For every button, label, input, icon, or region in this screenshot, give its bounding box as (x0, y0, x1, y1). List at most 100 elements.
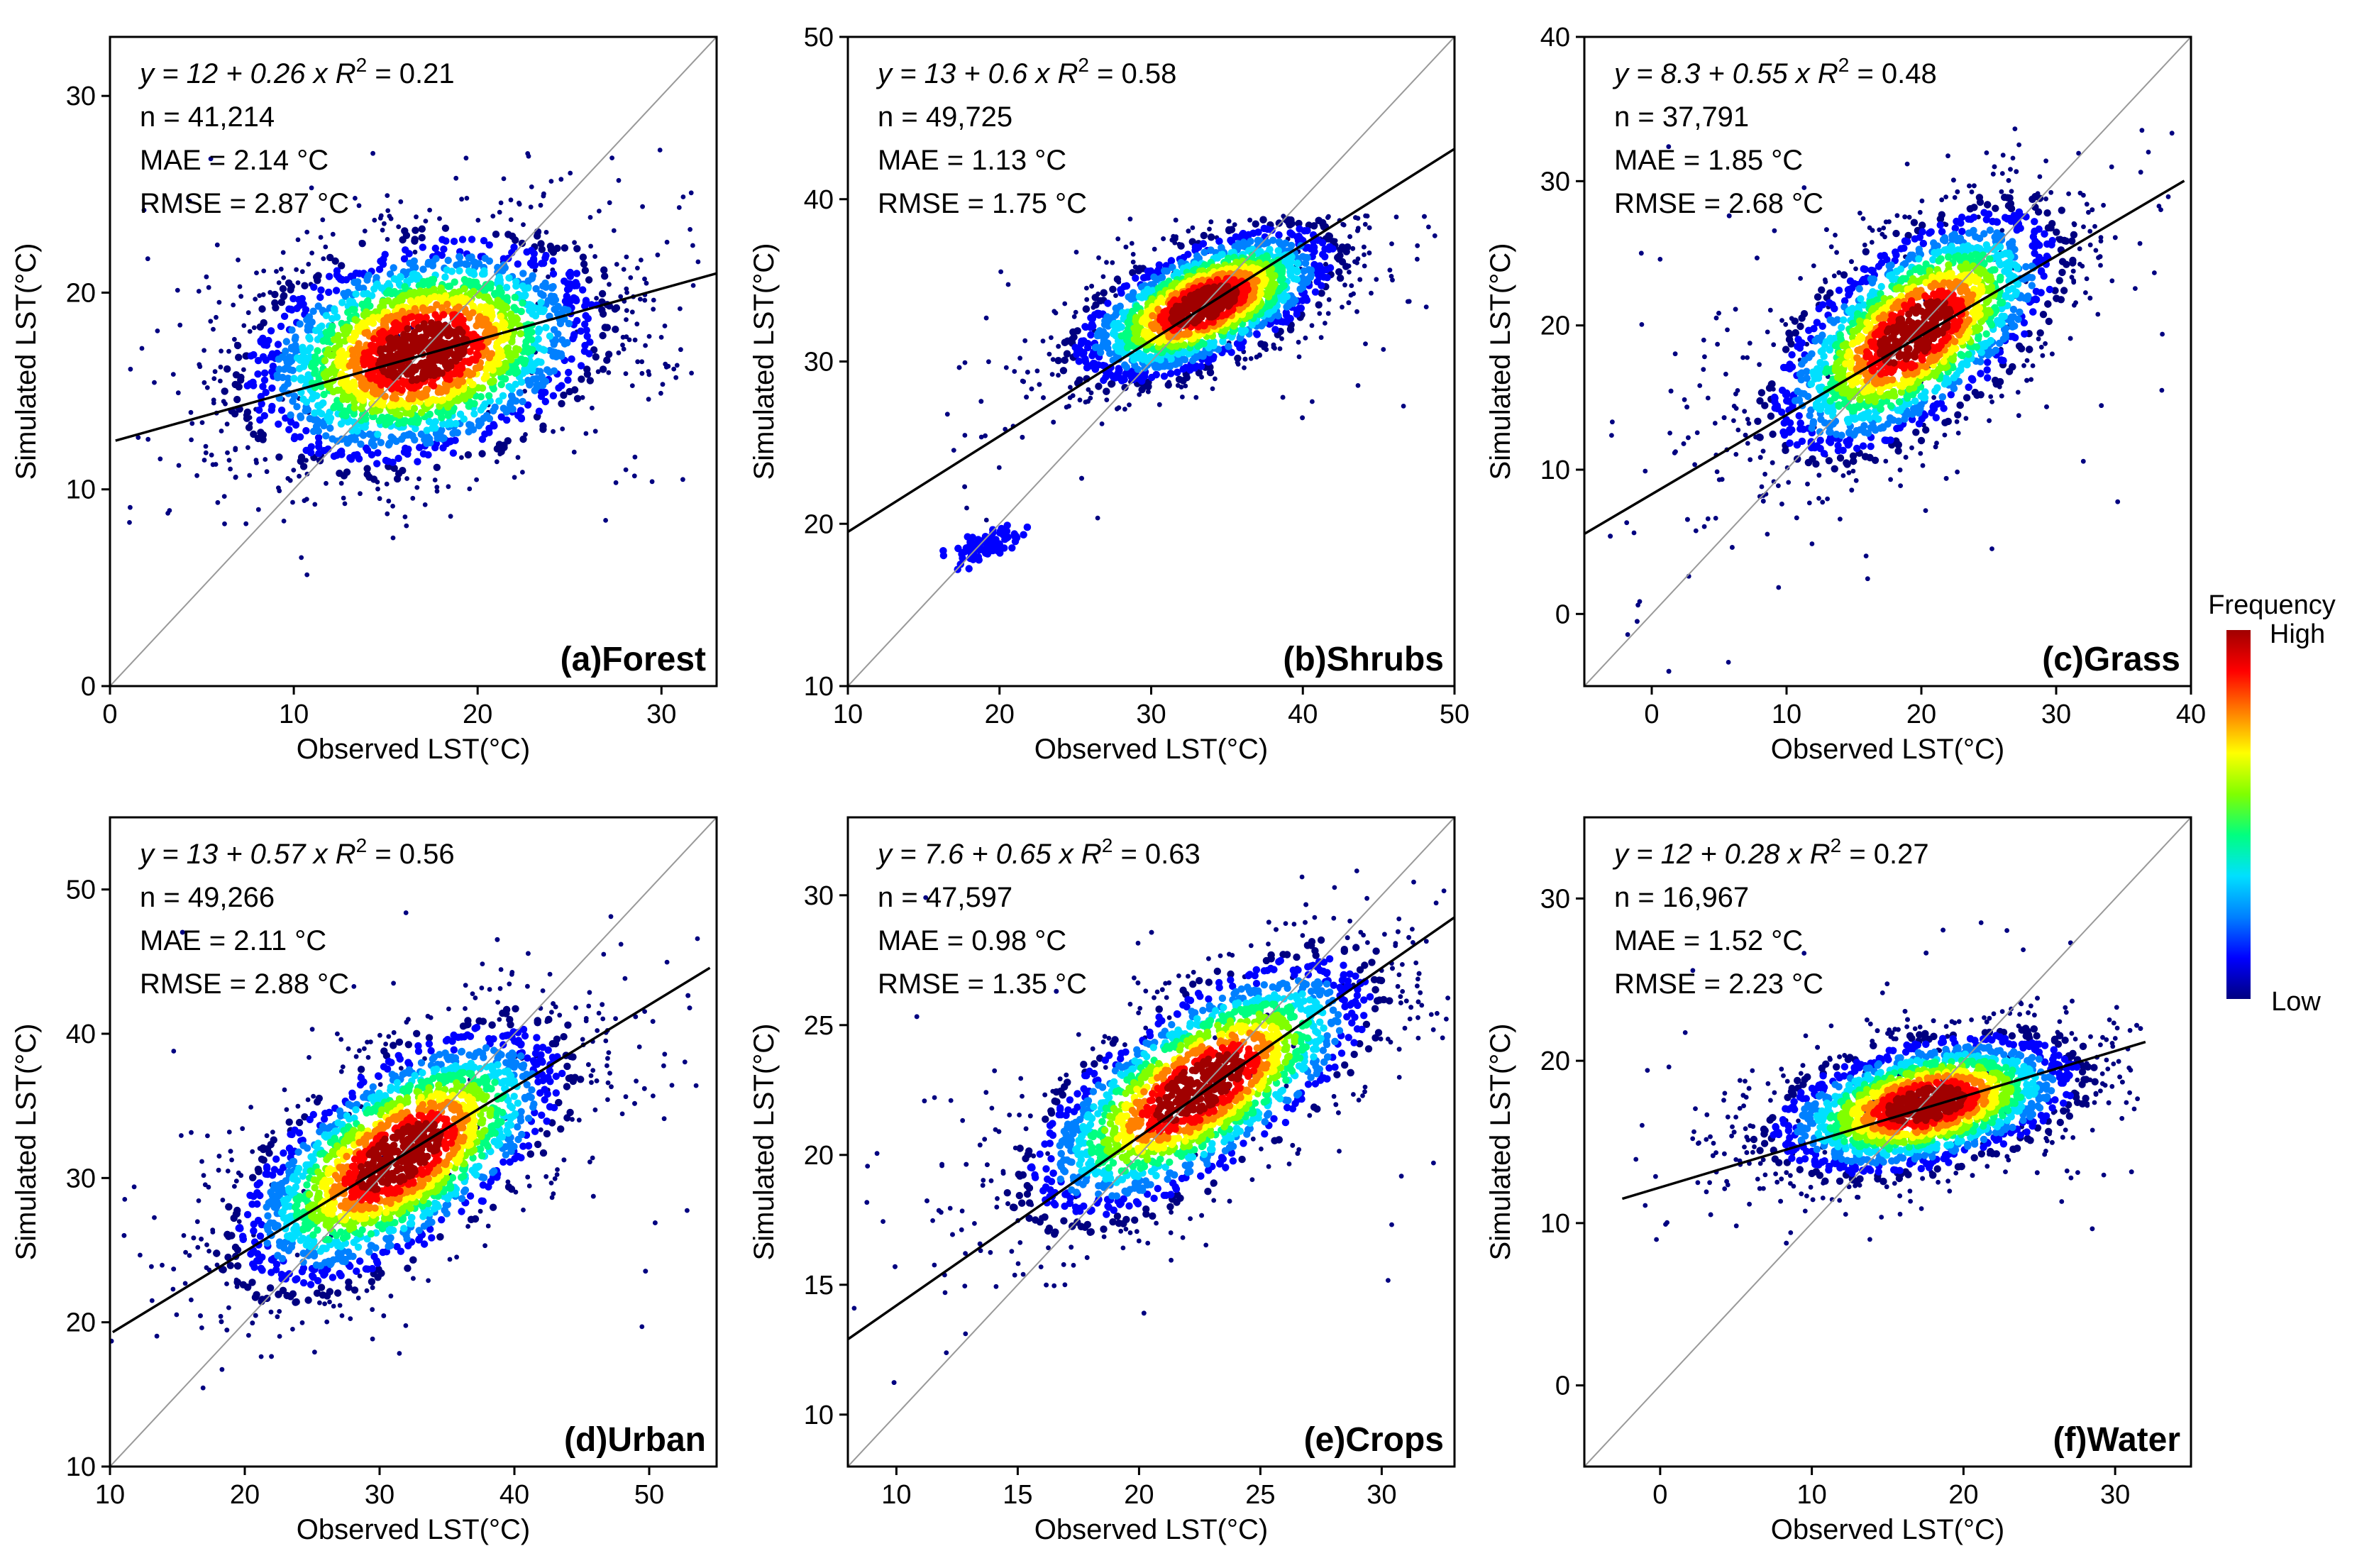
data-point (247, 473, 253, 478)
data-point (1206, 368, 1215, 377)
data-point (380, 227, 385, 233)
data-point (485, 353, 493, 362)
data-point (1137, 392, 1142, 397)
data-point (322, 311, 331, 319)
data-point (377, 496, 382, 502)
data-point (1132, 274, 1139, 282)
data-point (237, 284, 243, 289)
data-point (609, 155, 614, 161)
data-point (651, 297, 656, 303)
data-point (444, 256, 452, 265)
data-point (614, 262, 619, 267)
data-point (983, 315, 989, 321)
data-point (398, 199, 404, 204)
data-point (304, 229, 310, 235)
data-point (639, 370, 645, 376)
data-point (1334, 253, 1342, 262)
data-point (639, 359, 645, 365)
data-point (1068, 385, 1073, 390)
data-point (674, 363, 680, 368)
data-point (490, 214, 496, 219)
data-point (307, 443, 315, 451)
data-point (287, 286, 294, 294)
data-point (512, 236, 519, 244)
data-point (1103, 387, 1110, 395)
data-point (986, 359, 991, 365)
data-point (522, 329, 530, 338)
data-point (292, 421, 300, 429)
mae-value: MAE = 2.14 °C (140, 145, 329, 176)
data-point (581, 341, 589, 350)
scatter-points (939, 213, 1437, 573)
data-point (399, 467, 407, 475)
data-point (449, 429, 457, 437)
data-point (491, 291, 499, 299)
data-point (314, 277, 321, 285)
data-point (222, 521, 227, 526)
data-point (290, 375, 298, 382)
data-point (966, 542, 973, 551)
data-point (374, 449, 382, 457)
data-point (1219, 338, 1227, 346)
data-point (218, 364, 223, 370)
data-point (572, 240, 577, 245)
data-point (1296, 339, 1301, 345)
data-point (1393, 214, 1399, 220)
data-point (517, 201, 522, 207)
data-point (259, 382, 267, 390)
data-point (1432, 233, 1437, 238)
data-point (507, 392, 516, 400)
data-point (362, 444, 370, 452)
data-point (188, 409, 194, 415)
data-point (538, 245, 546, 253)
data-point (414, 214, 419, 220)
data-point (233, 474, 238, 480)
data-point (1083, 343, 1092, 352)
data-point (416, 476, 421, 482)
data-point (319, 399, 327, 407)
data-point (437, 216, 442, 221)
y-tick-label: 0 (81, 672, 96, 702)
data-point (1275, 219, 1284, 227)
data-point (289, 294, 297, 303)
data-point (533, 413, 541, 421)
data-point (632, 337, 638, 343)
data-point (1357, 277, 1363, 282)
data-point (534, 232, 541, 240)
data-point (1022, 338, 1028, 343)
data-point (318, 410, 326, 418)
data-point (434, 314, 442, 323)
data-point (277, 322, 285, 331)
data-point (1167, 257, 1176, 265)
data-point (304, 572, 310, 578)
data-point (1081, 355, 1089, 363)
data-point (202, 380, 207, 385)
data-point (1426, 224, 1431, 230)
data-point (1122, 282, 1131, 290)
data-point (277, 407, 286, 414)
data-point (274, 269, 279, 274)
data-point (223, 401, 228, 407)
data-point (1183, 383, 1188, 389)
data-point (1200, 248, 1208, 256)
data-point (338, 447, 346, 456)
data-point (969, 556, 977, 563)
data-point (1390, 277, 1395, 283)
data-point (377, 438, 385, 446)
data-point (1242, 365, 1247, 370)
data-point (468, 236, 476, 243)
data-point (958, 550, 966, 558)
data-point (1012, 369, 1017, 374)
data-point (1087, 331, 1095, 339)
data-point (1115, 236, 1121, 242)
data-point (290, 392, 299, 400)
data-point (996, 465, 1002, 470)
data-point (386, 498, 392, 504)
data-point (356, 203, 362, 209)
data-point (649, 479, 655, 485)
data-point (363, 465, 371, 473)
data-point (624, 254, 629, 260)
data-point (549, 270, 558, 278)
data-point (453, 261, 460, 269)
data-point (411, 237, 419, 245)
